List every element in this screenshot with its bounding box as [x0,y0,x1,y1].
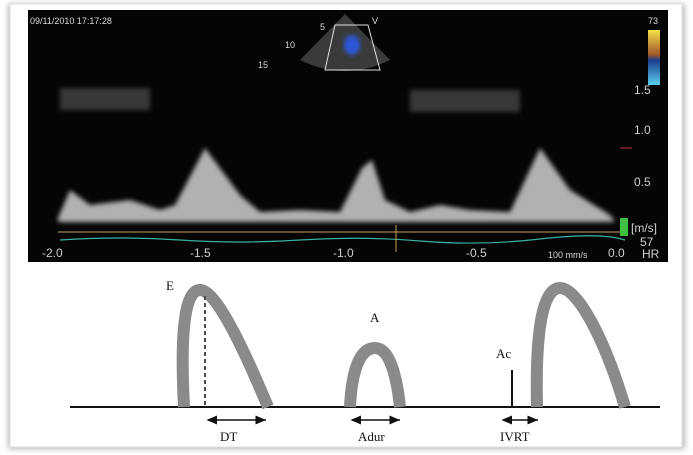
time-tick: -0.5 [466,246,487,260]
depth-mark: 15 [258,60,268,70]
wave-label: A [370,310,380,325]
ultrasound-panel: 09/11/2010 17:17:28 V 5 10 15 73 1.5 1.0… [28,10,668,262]
depth-mark: 10 [285,40,295,50]
figure: 09/11/2010 17:17:28 V 5 10 15 73 1.5 1.0… [0,0,693,455]
velocity-tick: 0.5 [634,175,651,189]
time-tick: 0.0 [608,246,625,260]
velocity-tick: 1.5 [634,83,651,97]
color-flow [344,35,360,55]
interval-label: Adur [358,429,385,444]
noise [410,90,520,112]
sweep-speed: 100 mm/s [548,250,588,260]
time-tick: -1.0 [333,246,354,260]
color-bar [648,30,660,85]
interval-label: DT [220,429,237,444]
depth-mark: 5 [320,22,325,32]
scale-marker [620,218,628,236]
time-tick: -2.0 [42,246,63,260]
wave-label: E [166,278,174,293]
interval-label: IVRT [500,429,530,444]
noise [60,88,150,110]
velocity-unit: [m/s] [631,221,657,235]
color-scale-top: 73 [648,16,658,26]
timestamp: 09/11/2010 17:17:28 [30,16,112,26]
time-tick: -1.5 [190,246,211,260]
probe-label: V [372,16,378,26]
heart-rate-label: HR [642,247,660,261]
velocity-tick: 1.0 [634,123,651,137]
wave-label: Ac [496,346,511,361]
